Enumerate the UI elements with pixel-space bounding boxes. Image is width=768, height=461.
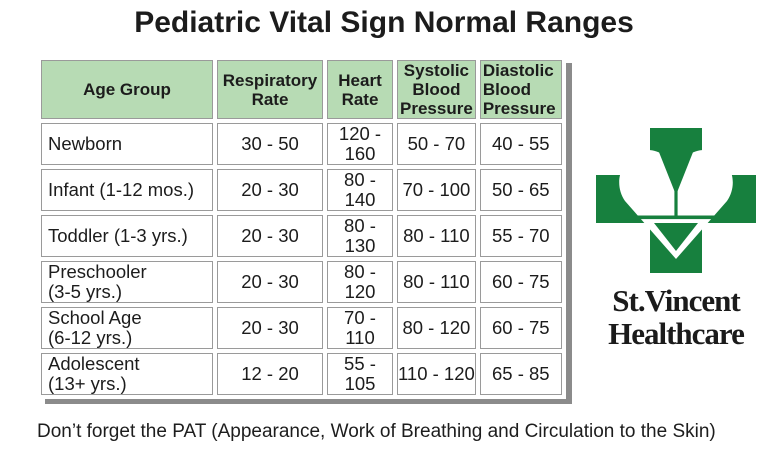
- diastolic-cell: 60 - 75: [479, 261, 562, 303]
- diastolic-cell: 40 - 55: [479, 123, 562, 165]
- header-diastolic-bp: Diastolic Blood Pressure: [479, 60, 562, 119]
- logo-wordmark-line1: St.Vincent: [612, 283, 741, 318]
- heart-rate-cell: 80 - 140: [327, 169, 393, 211]
- systolic-cell: 80 - 110: [397, 261, 476, 303]
- respiratory-cell: 20 - 30: [217, 307, 323, 349]
- header-age-group: Age Group: [41, 60, 213, 119]
- systolic-cell: 70 - 100: [397, 169, 476, 211]
- systolic-cell: 110 - 120: [397, 353, 476, 395]
- table-row-newborn: Newborn 30 - 50 120 - 160 50 - 70 40 - 5…: [41, 123, 562, 165]
- respiratory-cell: 12 - 20: [217, 353, 323, 395]
- heart-rate-cell: 70 - 110: [327, 307, 393, 349]
- age-cell: Infant (1-12 mos.): [41, 169, 213, 211]
- respiratory-cell: 30 - 50: [217, 123, 323, 165]
- logo-wordmark: St.Vincent Healthcare: [588, 284, 764, 350]
- diastolic-cell: 65 - 85: [479, 353, 562, 395]
- cross-heart-icon: [596, 128, 756, 273]
- vitals-table: Age Group Respiratory Rate Heart Rate Sy…: [37, 56, 566, 399]
- diastolic-cell: 60 - 75: [479, 307, 562, 349]
- diastolic-cell: 50 - 65: [479, 169, 562, 211]
- table-row-toddler: Toddler (1-3 yrs.) 20 - 30 80 - 130 80 -…: [41, 215, 562, 257]
- table-row-adolescent: Adolescent (13+ yrs.) 12 - 20 55 - 105 11…: [41, 353, 562, 395]
- logo-wordmark-line2: Healthcare: [608, 316, 745, 351]
- header-systolic-bp: Systolic Blood Pressure: [397, 60, 476, 119]
- respiratory-cell: 20 - 30: [217, 261, 323, 303]
- page-title: Pediatric Vital Sign Normal Ranges: [134, 6, 634, 39]
- table-row-school-age: School Age (6-12 yrs.) 20 - 30 70 - 110 8…: [41, 307, 562, 349]
- st-vincent-logo: St.Vincent Healthcare: [588, 128, 764, 350]
- heart-rate-cell: 55 - 105: [327, 353, 393, 395]
- age-cell: Toddler (1-3 yrs.): [41, 215, 213, 257]
- diastolic-cell: 55 - 70: [479, 215, 562, 257]
- age-cell: School Age (6-12 yrs.): [41, 307, 213, 349]
- heart-rate-cell: 80 - 130: [327, 215, 393, 257]
- heart-rate-cell: 80 - 120: [327, 261, 393, 303]
- table-row-infant: Infant (1-12 mos.) 20 - 30 80 - 140 70 -…: [41, 169, 562, 211]
- header-row: Age Group Respiratory Rate Heart Rate Sy…: [41, 60, 562, 119]
- header-heart-rate: Heart Rate: [327, 60, 393, 119]
- heart-rate-cell: 120 - 160: [327, 123, 393, 165]
- systolic-cell: 50 - 70: [397, 123, 476, 165]
- systolic-cell: 80 - 110: [397, 215, 476, 257]
- age-cell: Adolescent (13+ yrs.): [41, 353, 213, 395]
- vitals-table-wrap: Age Group Respiratory Rate Heart Rate Sy…: [37, 56, 566, 399]
- respiratory-cell: 20 - 30: [217, 169, 323, 211]
- age-cell: Preschooler (3-5 yrs.): [41, 261, 213, 303]
- systolic-cell: 80 - 120: [397, 307, 476, 349]
- header-respiratory-rate: Respiratory Rate: [217, 60, 323, 119]
- respiratory-cell: 20 - 30: [217, 215, 323, 257]
- table-row-preschooler: Preschooler (3-5 yrs.) 20 - 30 80 - 120 8…: [41, 261, 562, 303]
- age-cell: Newborn: [41, 123, 213, 165]
- footer-note: Don’t forget the PAT (Appearance, Work o…: [37, 421, 716, 442]
